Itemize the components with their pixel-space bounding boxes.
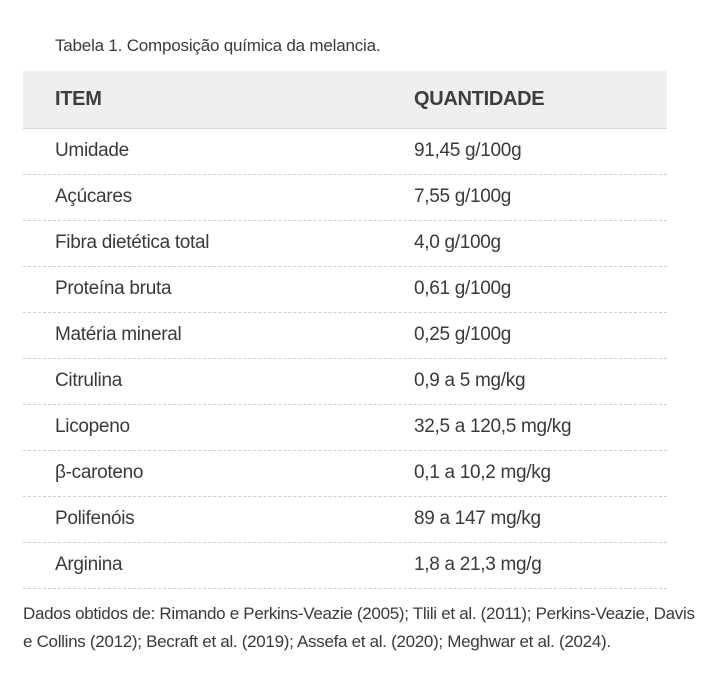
table-header: ITEM QUANTIDADE [23,71,667,129]
composition-table: ITEM QUANTIDADE Umidade 91,45 g/100g Açú… [23,71,667,589]
row-item: Licopeno [55,416,130,437]
row-quantity: 4,0 g/100g [414,232,501,253]
row-quantity: 0,61 g/100g [414,278,512,299]
row-item: β-caroteno [55,462,144,483]
row-item: Umidade [55,140,129,161]
row-quantity: 0,1 a 10,2 mg/kg [414,462,551,483]
row-quantity: 0,9 a 5 mg/kg [414,370,526,391]
table-row: Umidade 91,45 g/100g [23,129,667,175]
header-quantity: QUANTIDADE [414,88,545,110]
header-item: ITEM [55,88,102,110]
row-quantity: 7,55 g/100g [414,186,512,207]
row-quantity: 0,25 g/100g [414,324,512,345]
row-item: Proteína bruta [55,278,172,299]
row-item: Fibra dietética total [55,232,210,253]
row-item: Citrulina [55,370,122,391]
row-quantity: 91,45 g/100g [414,140,522,161]
source-footnote: Dados obtidos de: Rimando e Perkins-Veaz… [23,604,695,651]
table-row: β-caroteno 0,1 a 10,2 mg/kg [23,451,667,497]
table-row: Polifenóis 89 a 147 mg/kg [23,497,667,543]
row-quantity: 32,5 a 120,5 mg/kg [414,416,572,437]
table-row: Matéria mineral 0,25 g/100g [23,313,667,359]
row-item: Açúcares [55,186,132,207]
table-row: Licopeno 32,5 a 120,5 mg/kg [23,405,667,451]
row-item: Arginina [55,554,123,575]
row-item: Polifenóis [55,508,135,529]
row-quantity: 1,8 a 21,3 mg/g [414,554,542,575]
table-caption: Tabela 1. Composição química da melancia… [55,36,381,55]
table-row: Proteína bruta 0,61 g/100g [23,267,667,313]
table-row: Arginina 1,8 a 21,3 mg/g [23,543,667,589]
table-row: Açúcares 7,55 g/100g [23,175,667,221]
row-item: Matéria mineral [55,324,182,345]
table-row: Fibra dietética total 4,0 g/100g [23,221,667,267]
row-quantity: 89 a 147 mg/kg [414,508,541,529]
table-row: Citrulina 0,9 a 5 mg/kg [23,359,667,405]
